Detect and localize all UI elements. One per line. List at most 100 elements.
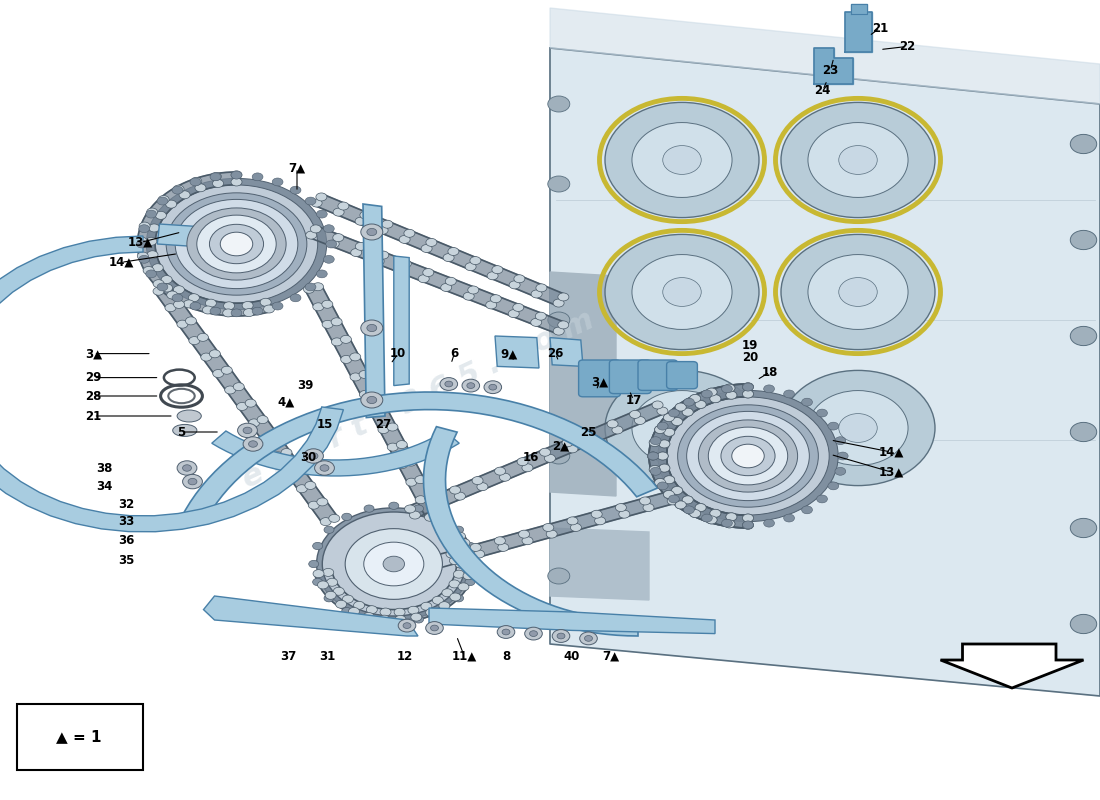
Circle shape	[311, 199, 322, 207]
Circle shape	[139, 222, 150, 230]
Ellipse shape	[662, 414, 702, 442]
Text: 38: 38	[97, 462, 112, 474]
Circle shape	[650, 437, 661, 445]
Circle shape	[197, 215, 276, 273]
Circle shape	[436, 514, 446, 521]
Polygon shape	[424, 426, 638, 636]
Polygon shape	[309, 226, 565, 334]
Ellipse shape	[781, 234, 935, 350]
Circle shape	[280, 449, 292, 457]
Circle shape	[531, 290, 542, 298]
Circle shape	[552, 630, 570, 642]
Circle shape	[172, 186, 183, 194]
Circle shape	[382, 220, 393, 228]
Circle shape	[209, 350, 220, 358]
Circle shape	[566, 517, 578, 525]
Circle shape	[409, 511, 420, 519]
Circle shape	[308, 501, 319, 509]
Circle shape	[591, 510, 602, 518]
Circle shape	[548, 568, 570, 584]
Ellipse shape	[781, 102, 935, 218]
Circle shape	[474, 550, 485, 558]
Circle shape	[702, 390, 713, 398]
Circle shape	[331, 338, 342, 346]
Circle shape	[458, 583, 469, 591]
Circle shape	[726, 513, 737, 521]
Circle shape	[436, 607, 446, 614]
Circle shape	[290, 186, 301, 194]
Circle shape	[179, 190, 190, 198]
Circle shape	[441, 283, 452, 291]
Circle shape	[455, 560, 466, 568]
Circle shape	[548, 448, 570, 464]
Circle shape	[312, 542, 322, 550]
Circle shape	[333, 234, 344, 242]
Circle shape	[439, 602, 450, 610]
Circle shape	[495, 467, 506, 475]
Circle shape	[328, 240, 339, 248]
Circle shape	[1070, 134, 1097, 154]
Circle shape	[529, 630, 538, 637]
Circle shape	[659, 440, 670, 448]
Circle shape	[426, 563, 437, 571]
Circle shape	[802, 506, 813, 514]
Circle shape	[190, 178, 201, 186]
Circle shape	[359, 370, 370, 378]
Circle shape	[695, 401, 706, 409]
Circle shape	[231, 171, 242, 179]
Circle shape	[320, 518, 331, 526]
Text: 21: 21	[86, 410, 101, 422]
Circle shape	[165, 304, 176, 312]
Circle shape	[659, 464, 670, 472]
Circle shape	[450, 593, 461, 601]
Circle shape	[366, 606, 377, 614]
Circle shape	[261, 435, 272, 443]
Circle shape	[378, 426, 389, 434]
Text: 14▲: 14▲	[108, 256, 134, 269]
Circle shape	[690, 510, 701, 518]
Circle shape	[706, 516, 717, 524]
Circle shape	[153, 287, 164, 295]
Circle shape	[690, 394, 701, 402]
Ellipse shape	[631, 122, 733, 198]
Circle shape	[383, 556, 405, 572]
Circle shape	[521, 464, 532, 472]
Circle shape	[742, 514, 754, 522]
Circle shape	[388, 618, 399, 626]
Circle shape	[322, 320, 333, 328]
Circle shape	[324, 526, 334, 534]
Circle shape	[462, 379, 480, 392]
Text: 26: 26	[548, 347, 563, 360]
Circle shape	[324, 594, 334, 602]
Circle shape	[644, 503, 654, 511]
Circle shape	[453, 594, 463, 602]
Circle shape	[167, 291, 178, 299]
Circle shape	[669, 409, 680, 417]
Circle shape	[544, 454, 556, 462]
Ellipse shape	[662, 146, 702, 174]
Circle shape	[174, 286, 185, 294]
Circle shape	[212, 370, 223, 378]
Circle shape	[816, 495, 827, 503]
Circle shape	[657, 452, 668, 460]
Circle shape	[162, 284, 173, 292]
Circle shape	[742, 383, 754, 391]
Circle shape	[136, 240, 147, 248]
Circle shape	[498, 543, 509, 551]
Circle shape	[629, 410, 640, 418]
Circle shape	[517, 458, 528, 466]
Circle shape	[174, 301, 185, 309]
Circle shape	[314, 570, 324, 578]
Circle shape	[396, 441, 407, 449]
Circle shape	[195, 184, 206, 192]
Circle shape	[252, 307, 263, 315]
Circle shape	[336, 600, 346, 608]
Circle shape	[442, 589, 453, 597]
Text: 19: 19	[742, 339, 758, 352]
Circle shape	[148, 224, 159, 232]
Text: 35: 35	[119, 554, 134, 566]
Circle shape	[317, 508, 471, 620]
Text: 32: 32	[119, 498, 134, 510]
FancyBboxPatch shape	[579, 360, 620, 397]
Polygon shape	[550, 528, 649, 600]
